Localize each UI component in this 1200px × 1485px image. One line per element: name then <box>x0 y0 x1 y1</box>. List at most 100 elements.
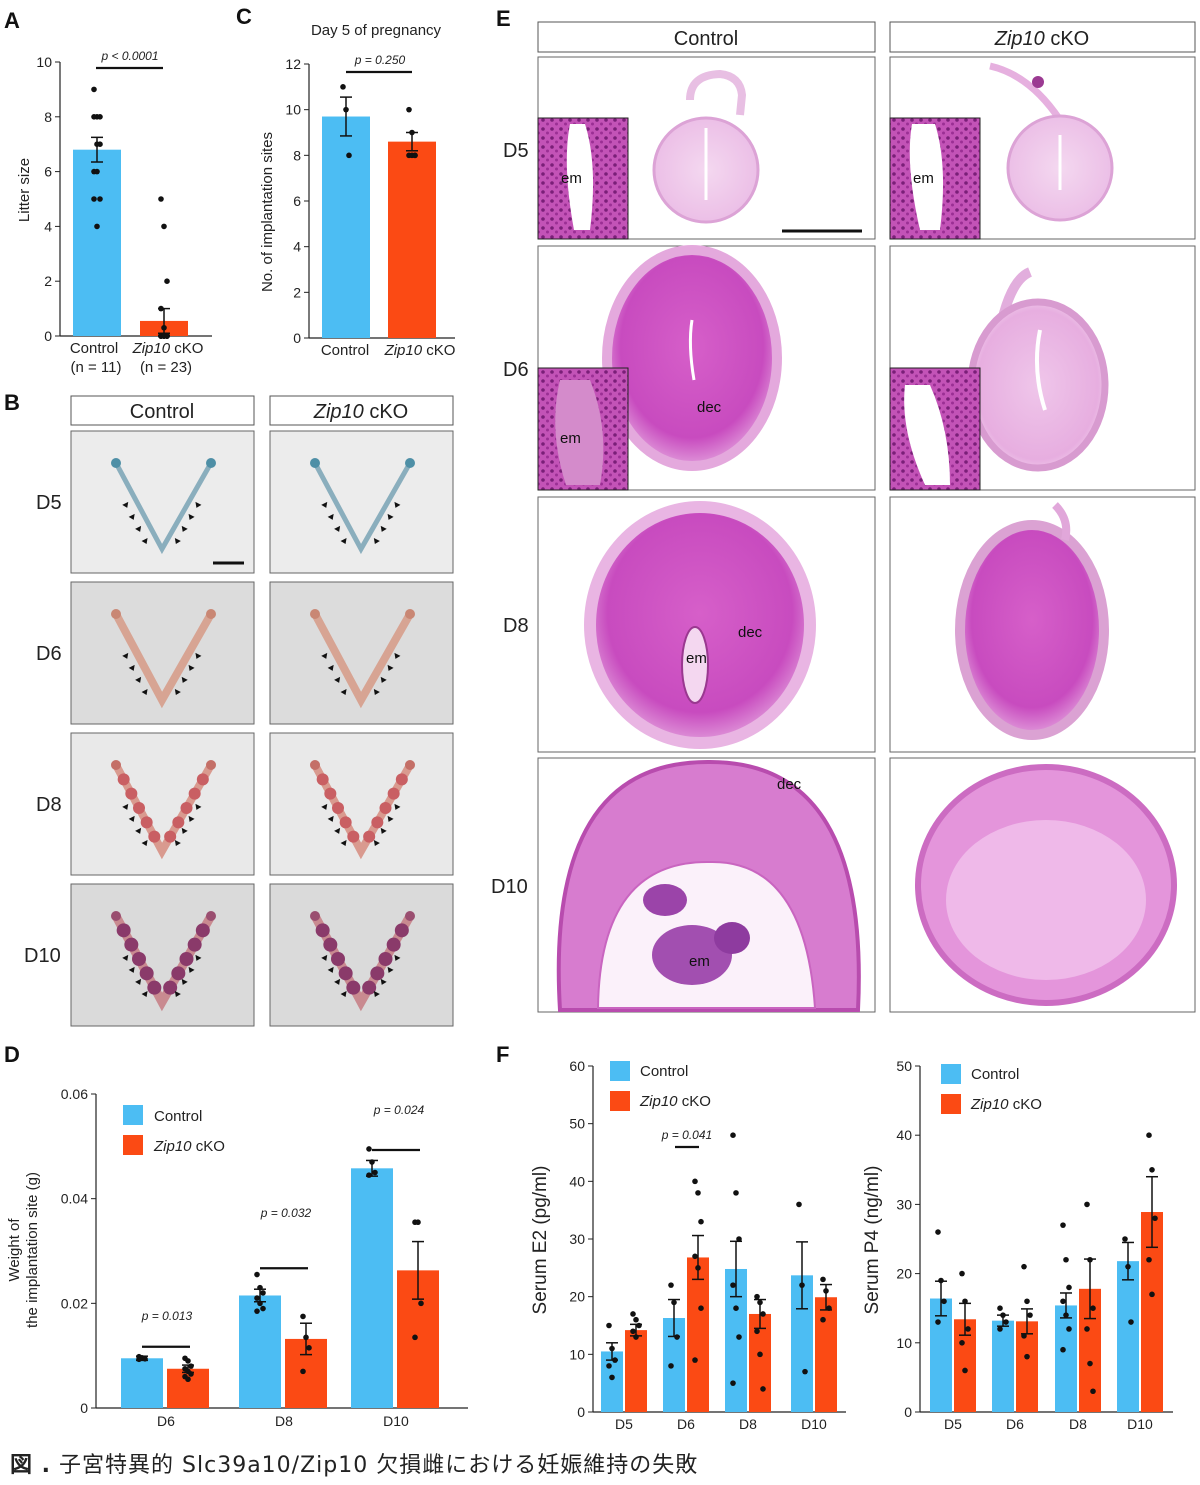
panel-letter-b: B <box>4 390 20 415</box>
c-cko-point <box>406 106 412 113</box>
implantation-site <box>195 923 210 938</box>
f-xtick-label: D5 <box>944 1416 962 1432</box>
f0-cko-1-point <box>698 1305 704 1311</box>
ovary <box>111 760 121 770</box>
panel-a-xlabel-cko: Zip10 cKO <box>132 340 204 357</box>
panel-e-row-d10: D10 <box>491 876 528 898</box>
c-control-bar <box>322 116 370 339</box>
f0-cko-1-bar <box>687 1257 709 1412</box>
label-dec-d10-control: dec <box>777 776 802 793</box>
panel-c-title: Day 5 of pregnancy <box>311 22 442 39</box>
f0-cko-3-point <box>826 1305 832 1311</box>
panel-f-bars: D5 D6 D8 D10 D5 D6 D8 D10 <box>601 1132 1163 1432</box>
implantation-site <box>124 937 139 952</box>
implantation-site <box>117 773 130 786</box>
panel-c-bars <box>322 84 436 339</box>
panel-f-ylabel-p4: Serum P4 (ng/ml) <box>862 1166 883 1315</box>
c-cko-point <box>412 152 418 159</box>
panel-d: D Weight of the implantation site (g) 00… <box>4 1042 468 1429</box>
implantation-site <box>378 952 393 966</box>
f1-control-0-point <box>938 1277 944 1284</box>
ytick-label: 10 <box>285 102 301 118</box>
implantation-site <box>386 937 401 952</box>
c-control-point <box>340 84 346 90</box>
histology-d10-control: dec em <box>556 759 861 1012</box>
panel-letter-e: E <box>496 6 511 31</box>
implantation-site <box>133 802 145 814</box>
arrowhead-marker <box>321 501 328 508</box>
f1-cko-2-point <box>1087 1360 1093 1367</box>
arrowhead-marker <box>122 652 129 659</box>
arrowhead-marker <box>135 525 142 532</box>
a-cko-point <box>161 324 167 331</box>
f0-control-3-point <box>796 1201 802 1208</box>
f0-cko-3-point <box>820 1276 826 1283</box>
panel-b: B Control Zip10 cKO D5 D6 D8 D10 <box>4 390 454 1027</box>
a-control-point <box>91 114 97 120</box>
d-cko-2-point <box>418 1300 424 1307</box>
d-cko-0-point <box>188 1371 194 1377</box>
implantation-site <box>315 923 330 938</box>
panel-f-p4-legend-cko: Zip10 cKO <box>970 1096 1042 1113</box>
f0-control-2-point <box>730 1282 736 1288</box>
ytick-label: 0.04 <box>61 1191 88 1207</box>
arrowhead-marker <box>122 954 129 961</box>
d-control-2-point <box>366 1172 372 1178</box>
arrowhead-marker <box>327 815 334 822</box>
d-control-1-point <box>260 1305 266 1312</box>
arrowhead-marker <box>128 664 135 671</box>
f0-cko-0-point <box>630 1311 636 1317</box>
panel-a-pvalue: p < 0.0001 <box>100 49 158 63</box>
panel-letter-c: C <box>236 4 252 29</box>
figure-caption: 図 . 子宮特異的 Slc39a10/Zip10 欠損雌における妊娠維持の失敗 <box>10 1447 698 1479</box>
d-cko-0-bar <box>167 1368 209 1408</box>
arrowhead-marker <box>128 513 135 520</box>
ytick-label: 0.02 <box>61 1295 88 1311</box>
implantation-site <box>180 802 193 814</box>
c-control-point <box>346 152 352 159</box>
caption-text: 子宮特異的 Slc39a10/Zip10 欠損雌における妊娠維持の失敗 <box>59 1453 699 1478</box>
a-cko-point <box>161 333 167 339</box>
d-control-2-point <box>366 1146 372 1152</box>
f1-cko-3-point <box>1149 1291 1155 1298</box>
ovary <box>310 458 320 468</box>
f1-control-2-point <box>1063 1256 1069 1263</box>
panel-b-row-d10: D10 <box>24 945 61 967</box>
c-cko-point <box>409 129 415 136</box>
d-control-0-point <box>142 1356 148 1362</box>
f1-control-2-bar <box>1055 1305 1077 1412</box>
ytick-label: 0 <box>904 1404 912 1420</box>
f1-cko-1-point <box>1024 1353 1030 1360</box>
arrowhead-marker <box>394 803 401 810</box>
ovary <box>405 911 415 921</box>
label-em-d8-control: em <box>686 650 707 667</box>
ytick-label: 30 <box>569 1231 585 1247</box>
a-control-point <box>97 114 103 120</box>
panel-letter-d: D <box>4 1042 20 1067</box>
implantation-site <box>164 830 177 843</box>
f-xtick-label: D6 <box>1006 1416 1024 1432</box>
f0-cko-0-point <box>633 1334 639 1340</box>
panel-e: E Control Zip10 cKO D5 D6 D8 D10 em <box>491 6 1196 1013</box>
d-control-2-point <box>372 1169 378 1176</box>
arrowhead-marker <box>340 839 347 846</box>
ovary <box>111 609 121 619</box>
f1-cko-1-point <box>1021 1263 1027 1270</box>
panel-e-row-d6: D6 <box>503 359 529 381</box>
arrowhead-marker <box>327 966 334 973</box>
panel-f: F Serum E2 (pg/ml) Serum P4 (ng/ml) 0 10 2… <box>496 1042 1173 1432</box>
f1-control-0-point <box>935 1319 941 1325</box>
f1-cko-0-point <box>962 1367 968 1374</box>
f1-cko-2-bar <box>1079 1288 1101 1412</box>
ytick-label: 50 <box>896 1058 912 1074</box>
d-control-1-point <box>254 1295 260 1301</box>
panel-d-yticks: 0 0.02 0.04 0.06 <box>61 1086 96 1416</box>
panel-b-uterus-photos <box>70 430 454 1027</box>
label-em-d10-control: em <box>689 953 710 970</box>
panel-b-row-d6: D6 <box>36 643 62 665</box>
arrowhead-marker <box>334 827 341 834</box>
f1-control-3-point <box>1125 1263 1131 1270</box>
f0-cko-2-point <box>754 1293 760 1300</box>
panel-f-p4-legend-control: Control <box>971 1066 1019 1083</box>
panel-c-xlabel-cko: Zip10 cKO <box>384 342 456 359</box>
